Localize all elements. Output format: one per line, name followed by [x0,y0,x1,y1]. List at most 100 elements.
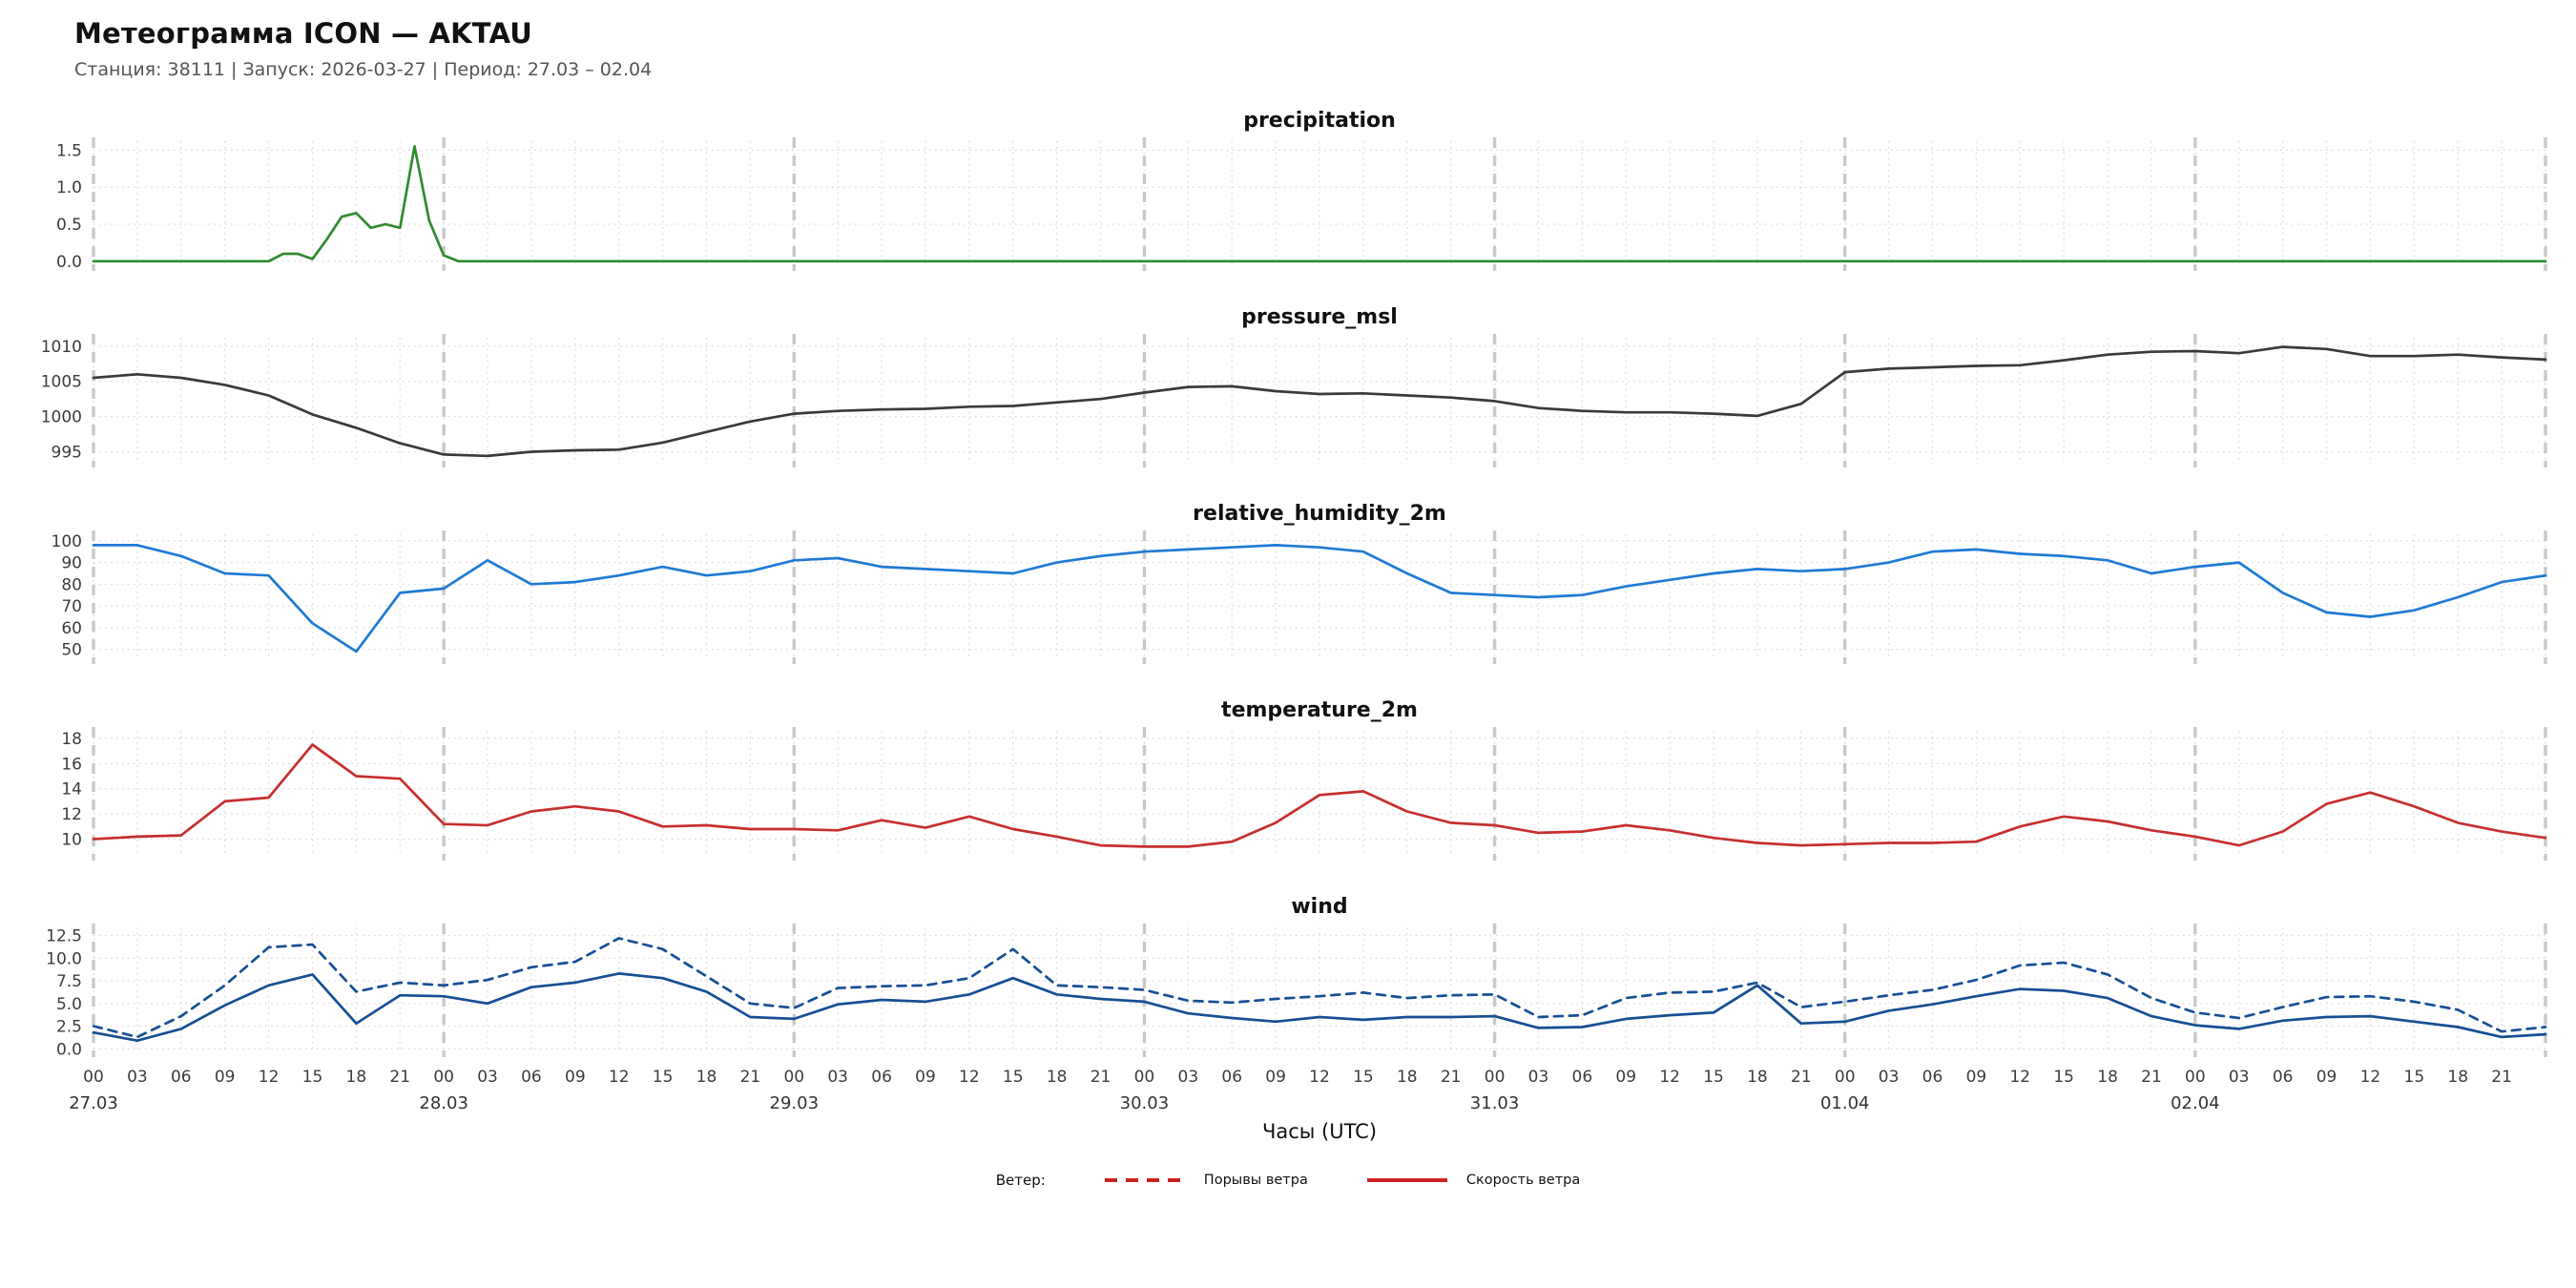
svg-text:12: 12 [1309,1068,1330,1087]
chart-wind: wind 0.0 2.5 5.0 7.5 10.0 12.5 [0,895,2576,1063]
svg-text:18: 18 [2447,1068,2468,1087]
legend-speed-label: Скорость ветра [1465,1173,1581,1188]
svg-text:18: 18 [1397,1068,1418,1087]
svg-text:10: 10 [61,831,82,850]
svg-text:80: 80 [61,575,82,594]
wind-legend: Ветер: Порывы ветра Скорость ветра [0,1172,2576,1189]
svg-text:18: 18 [1047,1068,1068,1087]
svg-text:09: 09 [1265,1068,1286,1087]
svg-text:16: 16 [61,755,82,774]
svg-text:21: 21 [740,1068,761,1087]
legend-gusts-label: Порывы ветра [1203,1173,1308,1188]
svg-text:15: 15 [302,1068,323,1087]
humidity-plot: 50 60 70 80 90 100 [52,530,2547,664]
wind-plot: 0.0 2.5 5.0 7.5 10.0 12.5 [46,924,2547,1059]
svg-text:100: 100 [52,532,82,551]
svg-text:03: 03 [2229,1068,2250,1087]
svg-text:06: 06 [1922,1068,1943,1087]
svg-text:12: 12 [259,1068,280,1087]
svg-text:18: 18 [346,1068,367,1087]
svg-text:21: 21 [2141,1068,2162,1087]
svg-text:09: 09 [215,1068,236,1087]
svg-text:70: 70 [61,597,82,616]
svg-text:12: 12 [1659,1068,1680,1087]
svg-text:00: 00 [1835,1068,1856,1087]
chart-temperature: temperature_2m 10 12 14 16 18 [0,698,2576,866]
svg-text:06: 06 [2273,1068,2294,1087]
svg-text:21: 21 [1091,1068,1111,1087]
svg-text:09: 09 [1966,1068,1987,1087]
svg-text:31.03: 31.03 [1470,1093,1520,1113]
svg-text:21: 21 [1441,1068,1462,1087]
svg-text:03: 03 [1178,1068,1199,1087]
temperature-plot: 10 12 14 16 18 [61,727,2547,861]
svg-text:06: 06 [1221,1068,1242,1087]
svg-text:09: 09 [2316,1068,2337,1087]
svg-text:00: 00 [1134,1068,1155,1087]
svg-text:10.0: 10.0 [46,949,82,968]
svg-text:14: 14 [61,780,82,800]
svg-text:1010: 1010 [41,338,82,357]
chart-title-wind: wind [1291,895,1348,919]
x-axis-label: Часы (UTC) [1261,1120,1378,1143]
svg-text:09: 09 [915,1068,936,1087]
svg-text:06: 06 [171,1068,192,1087]
svg-text:06: 06 [1572,1068,1593,1087]
solid-line-icon [1366,1178,1447,1182]
svg-text:15: 15 [2053,1068,2074,1087]
pressure-plot: 995 1000 1005 1010 [41,334,2547,467]
svg-text:60: 60 [61,619,82,638]
svg-text:06: 06 [871,1068,892,1087]
svg-text:12: 12 [61,805,82,824]
svg-text:12.5: 12.5 [46,927,82,946]
svg-text:18: 18 [696,1068,717,1087]
precipitation-plot: 0.0 0.5 1.0 1.5 [56,137,2547,272]
svg-text:1005: 1005 [41,373,82,392]
svg-text:03: 03 [477,1068,498,1087]
svg-text:15: 15 [1703,1068,1724,1087]
svg-text:15: 15 [653,1068,674,1087]
svg-text:27.03: 27.03 [69,1093,118,1113]
svg-text:03: 03 [827,1068,848,1087]
dashed-line-icon [1104,1178,1185,1182]
svg-text:03: 03 [1528,1068,1549,1087]
legend-item-gusts: Порывы ветра [1103,1173,1308,1188]
legend-item-speed: Скорость ветра [1365,1173,1580,1188]
page-subtitle: Станция: 38111 | Запуск: 2026-03-27 | Пе… [74,59,653,80]
chart-title-humidity: relative_humidity_2m [1193,502,1446,526]
svg-text:15: 15 [1003,1068,1024,1087]
header: Метеограмма ICON — AKTAU Станция: 38111 … [0,0,2576,80]
svg-text:12: 12 [609,1068,630,1087]
svg-text:0.0: 0.0 [56,253,82,272]
svg-text:1.0: 1.0 [56,178,82,197]
chart-pressure: pressure_msl 995 1000 1005 1010 [0,305,2576,473]
svg-text:18: 18 [1747,1068,1768,1087]
svg-text:28.03: 28.03 [419,1093,468,1113]
svg-text:7.5: 7.5 [56,972,82,991]
svg-text:18: 18 [61,730,82,749]
svg-text:00: 00 [83,1068,104,1087]
svg-text:00: 00 [1485,1068,1506,1087]
svg-text:21: 21 [2491,1068,2512,1087]
svg-text:00: 00 [2185,1068,2206,1087]
svg-text:21: 21 [1791,1068,1812,1087]
x-axis: 00 03 06 09 12 15 18 21 00 03 06 09 12 15 18 21 00 03 06 09… [69,1068,2512,1113]
svg-text:02.04: 02.04 [2171,1093,2220,1113]
svg-text:21: 21 [389,1068,410,1087]
svg-text:90: 90 [61,554,82,573]
svg-text:03: 03 [1879,1068,1900,1087]
svg-text:30.03: 30.03 [1120,1093,1170,1113]
svg-text:09: 09 [565,1068,586,1087]
svg-text:15: 15 [1353,1068,1374,1087]
svg-text:06: 06 [521,1068,542,1087]
svg-text:2.5: 2.5 [56,1018,82,1037]
svg-text:12: 12 [959,1068,980,1087]
chart-title-precipitation: precipitation [1243,109,1396,133]
svg-text:12: 12 [2360,1068,2381,1087]
chart-title-temperature: temperature_2m [1221,698,1418,722]
svg-text:03: 03 [127,1068,148,1087]
svg-text:00: 00 [433,1068,454,1087]
chart-humidity: relative_humidity_2m 50 60 70 80 90 100 [0,502,2576,670]
page-title: Метеограмма ICON — AKTAU [74,17,533,50]
